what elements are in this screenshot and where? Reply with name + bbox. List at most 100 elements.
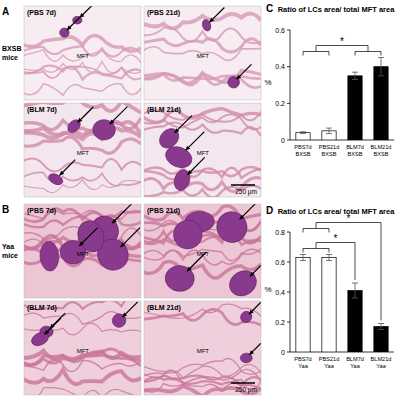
- x-tick-label: PBS7dBXSB: [294, 144, 311, 157]
- image-label: (PBS 7d): [27, 207, 56, 215]
- micrograph: [24, 103, 141, 197]
- x-tick-word: BLM7d: [346, 144, 364, 150]
- tissue-background: [24, 103, 141, 197]
- image-label: (BLM 7d): [27, 304, 57, 312]
- arrow: [237, 64, 252, 79]
- image-frame: [144, 6, 261, 100]
- x-tick-label: PBS7dYaa: [294, 356, 311, 369]
- chart-title: Ratio of LCs area/ total MFT area: [278, 5, 396, 14]
- arrow-head: [112, 219, 117, 224]
- bar: [374, 67, 388, 140]
- error-bar: [352, 283, 358, 298]
- tissue-label: MFT: [197, 251, 210, 257]
- significance-bracket: [303, 52, 329, 56]
- tissue-strand: [144, 248, 261, 260]
- x-tick-word: PBS7d: [294, 356, 311, 362]
- arrow: [240, 204, 260, 219]
- arrow: [59, 160, 75, 176]
- image-label: (PBS 7d): [27, 9, 56, 17]
- scale-label: 250 μm: [235, 188, 257, 196]
- x-tick-label: BLM7dYaa: [346, 356, 364, 369]
- y-axis-label: %: [264, 78, 271, 87]
- tissue-label: MFT: [197, 150, 210, 156]
- arrow: [209, 7, 224, 22]
- bars: [296, 255, 388, 353]
- arrow: [186, 132, 205, 151]
- significance-mark: *: [334, 233, 338, 244]
- error-bar: [378, 324, 384, 330]
- x-tick-label: BLM21dYaa: [371, 356, 392, 369]
- panel-letter: C: [266, 3, 273, 14]
- arrow: [250, 257, 261, 276]
- arrow-head: [250, 272, 255, 277]
- lymphoid-cluster: [92, 118, 117, 141]
- arrow-head: [79, 241, 84, 246]
- tissue-label: MFT: [197, 53, 210, 59]
- significance-bracket: [303, 229, 329, 233]
- x-tick-word: PBS7d: [294, 144, 311, 150]
- tissue-label: MFT: [77, 251, 90, 257]
- image-frame: [144, 301, 261, 395]
- micrograph: [144, 6, 261, 100]
- significance-bracket: [381, 229, 382, 321]
- lymphoid-cluster: [172, 168, 193, 193]
- scale-bar: [231, 184, 255, 186]
- lymphoid-cluster: [162, 143, 195, 171]
- image-frame: [24, 6, 141, 100]
- strain-word: BXSB: [2, 45, 21, 52]
- x-tick-word: PBS21d: [319, 356, 340, 362]
- tissue-strand: [24, 36, 141, 52]
- panel-letter: D: [266, 205, 273, 216]
- x-tick-word: Yaa: [376, 363, 386, 369]
- significance-mark: *: [340, 36, 344, 47]
- arrow-head: [237, 75, 242, 80]
- arrow-head: [187, 170, 192, 175]
- arrow: [112, 204, 131, 223]
- y-tick-label: 0.6: [275, 259, 285, 266]
- arrow-head: [78, 118, 83, 123]
- lymphoid-cluster: [172, 219, 203, 251]
- x-tick-word: Yaa: [324, 363, 334, 369]
- arrow-head: [249, 310, 254, 315]
- tissue-label: MFT: [77, 150, 90, 156]
- tissue-strand: [144, 167, 261, 179]
- lymphoid-cluster: [39, 241, 60, 272]
- lymphoid-cluster: [65, 117, 82, 135]
- tissue-strand: [24, 118, 141, 131]
- y-tick: [287, 140, 290, 141]
- x-tick-label: PBS21dBXSB: [319, 144, 340, 157]
- bar: [348, 291, 362, 353]
- strain-word: mice: [2, 54, 18, 61]
- strain-word: mice: [2, 252, 18, 259]
- scale-label: 250 μm: [235, 386, 257, 394]
- arrow: [45, 318, 61, 334]
- x-tick-word: BXSB: [374, 151, 389, 157]
- micrograph: [144, 103, 261, 197]
- y-tick: [287, 232, 290, 233]
- significance-bracket: [355, 249, 356, 281]
- x-tick-word: PBS21d: [319, 144, 340, 150]
- image-label: (BLM 7d): [27, 106, 57, 114]
- x-tick-word: BLM7d: [346, 356, 364, 362]
- x-tick-word: BLM21d: [371, 356, 392, 362]
- x-tick-word: Yaa: [298, 363, 308, 369]
- arrow-head: [187, 267, 192, 272]
- arrow: [110, 107, 128, 125]
- tissue-strand: [144, 249, 261, 265]
- image-frame: [24, 204, 141, 298]
- y-tick: [287, 292, 290, 293]
- tissue-strand: [144, 309, 261, 325]
- tissue-strand: [24, 50, 141, 63]
- image-frame: [144, 103, 261, 197]
- tissue-strand: [144, 168, 261, 178]
- tissue-strand: [24, 370, 141, 385]
- y-axis: [290, 30, 291, 140]
- scale-bar: [231, 382, 255, 384]
- tissue-label: MFT: [197, 348, 210, 354]
- x-tick-label: BLM7dBXSB: [346, 144, 364, 157]
- error-bar: [326, 128, 332, 134]
- image-label: (BLM 21d): [147, 106, 181, 114]
- arrow-head: [175, 128, 180, 133]
- bar: [348, 76, 362, 140]
- lymphoid-cluster: [29, 330, 50, 349]
